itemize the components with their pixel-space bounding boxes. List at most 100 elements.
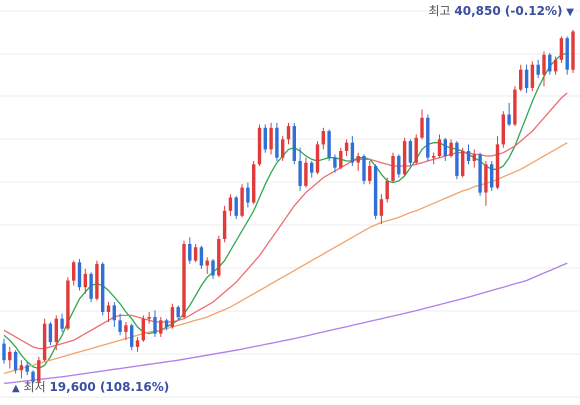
candle-77 (449, 139, 453, 158)
candle-body (31, 371, 35, 382)
candle-body (269, 127, 273, 150)
candle-68 (397, 154, 401, 178)
candle-body (536, 64, 540, 75)
candle-body (257, 127, 262, 165)
candle-56 (327, 129, 331, 162)
candle-body (19, 365, 24, 371)
candle-body (321, 131, 325, 145)
candle-76 (443, 137, 447, 162)
candle-body (164, 320, 169, 327)
candle-body (571, 31, 575, 70)
candle-1 (8, 346, 12, 369)
candle-body (25, 365, 29, 372)
low-label-value: 19,600 (108.16%) (49, 380, 170, 394)
candle-23 (135, 336, 140, 352)
candle-body (437, 139, 442, 156)
candle-50 (292, 122, 296, 165)
candle-body (83, 273, 87, 288)
candle-body (513, 89, 517, 125)
candle-body (495, 144, 500, 188)
candle-body (559, 38, 564, 60)
candle-8 (48, 322, 53, 346)
high-price-annotation: 최고 40,850 (-0.12%) ▼ (428, 2, 574, 19)
candle-18 (106, 302, 111, 323)
candle-body (478, 154, 482, 193)
candle-6 (37, 356, 41, 384)
candle-body (490, 164, 494, 188)
candle-body (344, 142, 349, 151)
candle-36 (211, 258, 215, 279)
candle-body (519, 69, 523, 90)
candle-81 (472, 149, 476, 168)
moving-average-lines (3, 52, 568, 385)
candle-body (37, 360, 41, 382)
moving-average-line-0 (3, 52, 568, 370)
candle-body (2, 343, 6, 361)
candle-body (455, 142, 459, 176)
candle-body (507, 114, 511, 125)
candle-15 (89, 272, 93, 303)
candle-87 (507, 102, 511, 127)
candle-32 (188, 237, 192, 264)
candle-body (466, 151, 471, 161)
candle-body (472, 154, 476, 161)
candle-51 (298, 147, 302, 191)
candle-body (379, 199, 384, 216)
candle-84 (490, 161, 494, 191)
candle-30 (176, 305, 180, 321)
candle-body (339, 151, 343, 168)
candle-body (426, 117, 430, 158)
candle-body (234, 197, 238, 216)
candle-90 (524, 64, 529, 93)
candle-14 (83, 268, 87, 294)
candle-body (408, 141, 413, 163)
candle-body (66, 280, 70, 329)
candle-body (402, 141, 407, 175)
high-label-value: 40,850 (-0.12%) (454, 4, 563, 18)
candle-2 (13, 350, 18, 374)
candle-3 (19, 360, 24, 379)
candle-55 (321, 127, 325, 150)
candle-49 (286, 122, 291, 145)
candle-body (48, 323, 53, 342)
candle-body (240, 187, 244, 216)
candle-40 (234, 195, 238, 220)
candle-body (77, 262, 82, 288)
candle-body (72, 262, 76, 281)
candle-4 (25, 361, 29, 376)
candle-42 (246, 182, 250, 208)
candle-62 (362, 154, 366, 185)
candle-body (275, 127, 279, 158)
candle-85 (495, 136, 500, 190)
candle-53 (310, 161, 314, 178)
candle-body (95, 263, 99, 299)
candle-body (130, 325, 134, 347)
candle-body (13, 351, 18, 371)
candle-39 (228, 194, 233, 216)
candle-95 (553, 56, 558, 75)
candle-58 (339, 147, 343, 170)
candle-body (228, 197, 233, 211)
candle-26 (153, 310, 157, 337)
candle-78 (455, 141, 459, 180)
candle-body (315, 144, 320, 173)
candle-59 (344, 139, 349, 157)
candle-65 (379, 194, 384, 225)
candle-body (182, 244, 186, 317)
candle-body (263, 127, 267, 150)
candle-body (501, 114, 505, 145)
high-label-prefix: 최고 (428, 4, 451, 18)
candle-29 (170, 303, 175, 329)
candle-10 (60, 313, 64, 332)
candle-37 (217, 235, 221, 278)
candle-body (292, 126, 296, 161)
candle-body (222, 210, 227, 239)
candle-94 (548, 53, 552, 75)
candle-7 (42, 318, 47, 362)
candle-body (298, 161, 302, 186)
candle-body (211, 260, 215, 276)
candle-17 (101, 262, 105, 316)
candle-60 (350, 136, 355, 166)
candle-body (368, 166, 372, 181)
candle-64 (373, 164, 378, 220)
